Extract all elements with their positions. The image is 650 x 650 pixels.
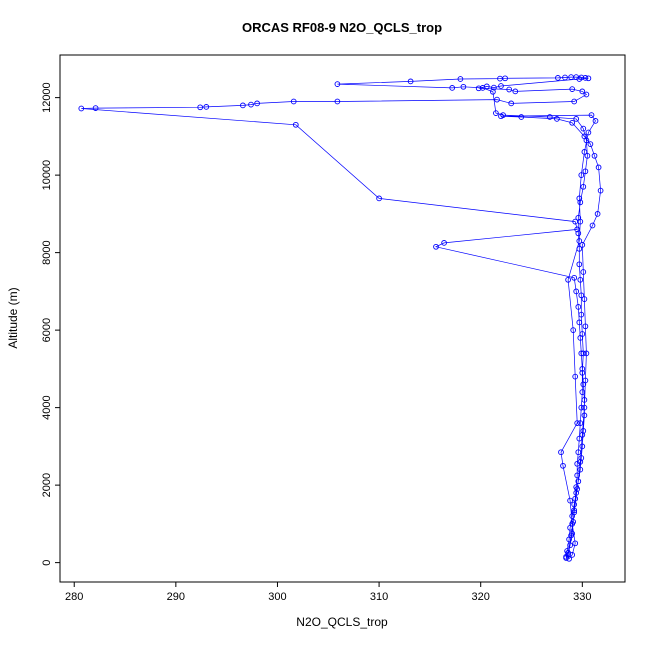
x-tick-label: 330: [573, 591, 591, 603]
x-tick-label: 300: [268, 591, 286, 603]
y-tick-label: 12000: [41, 82, 53, 113]
y-tick-label: 6000: [41, 318, 53, 342]
y-axis: 0 2000 4000 6000 8000 10000 12000: [41, 82, 60, 566]
y-axis-label: Altitude (m): [6, 287, 20, 348]
x-axis-label: N2O_QCLS_trop: [296, 615, 388, 629]
y-tick-label: 0: [41, 560, 53, 566]
y-tick-label: 8000: [41, 240, 53, 264]
x-tick-label: 310: [370, 591, 388, 603]
plot-box: [59, 54, 626, 583]
chart-title: ORCAS RF08-9 N2O_QCLS_trop: [242, 20, 442, 35]
data-series: [78, 74, 604, 562]
y-tick-label: 10000: [41, 160, 53, 191]
x-axis: 280 290 300 310 320 330: [65, 582, 591, 603]
x-tick-label: 320: [472, 591, 490, 603]
y-tick-label: 4000: [41, 395, 53, 419]
x-tick-label: 290: [167, 591, 185, 603]
x-tick-label: 280: [65, 591, 83, 603]
y-tick-label: 2000: [41, 473, 53, 497]
